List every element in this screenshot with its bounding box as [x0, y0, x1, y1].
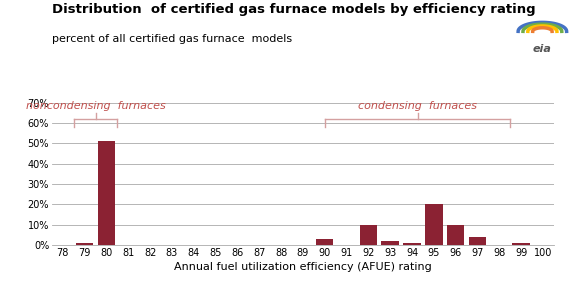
X-axis label: Annual fuel utilization efficiency (AFUE) rating: Annual fuel utilization efficiency (AFUE…	[174, 262, 432, 272]
Bar	[447, 225, 464, 245]
Bar	[469, 237, 486, 245]
Text: noncondensing  furnaces: noncondensing furnaces	[26, 101, 166, 111]
Bar	[316, 239, 334, 245]
Text: Distribution  of certified gas furnace models by efficiency rating: Distribution of certified gas furnace mo…	[52, 3, 535, 16]
Text: condensing  furnaces: condensing furnaces	[358, 101, 477, 111]
Text: percent of all certified gas furnace  models: percent of all certified gas furnace mod…	[52, 34, 292, 44]
Bar	[359, 225, 377, 245]
Text: eia: eia	[533, 44, 552, 54]
Bar	[98, 141, 115, 245]
Bar	[425, 204, 443, 245]
Bar	[512, 243, 530, 245]
Bar	[403, 243, 421, 245]
Bar	[76, 243, 93, 245]
Bar	[381, 241, 399, 245]
